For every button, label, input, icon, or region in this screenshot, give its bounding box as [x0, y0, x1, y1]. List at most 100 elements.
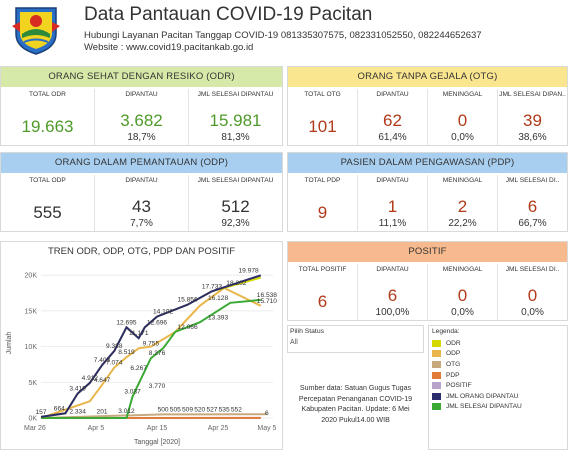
odp-selesai-value: 512 — [221, 197, 250, 216]
pdp-meninggal-value: 2 — [457, 197, 468, 216]
otg-total-value: 101 — [308, 117, 337, 136]
data-label: 3.037 — [124, 388, 141, 395]
data-label: 520 — [194, 406, 205, 413]
positif-dipantau-value: 6 — [387, 286, 398, 305]
filter-label: Pilih Status — [290, 328, 325, 335]
data-label: 17.733 — [202, 283, 223, 290]
data-label: 3.770 — [149, 383, 166, 390]
data-label: 500 — [158, 406, 169, 413]
trend-chart[interactable]: 0K 5K 10K 15K 20K Mar 26 Apr 5 Apr 15 Apr 25 May … — [1, 260, 282, 449]
legend-item[interactable]: OTG — [432, 359, 522, 370]
data-label: 9.388 — [106, 343, 123, 350]
legend-swatch — [432, 339, 441, 347]
positif-meninggal-pct: 0,0% — [451, 307, 474, 318]
legend-label: JML SELESAI DIPANTAU — [446, 403, 522, 411]
pdp-col-total: TOTAL PDP — [288, 175, 358, 187]
data-label: 14.192 — [153, 309, 174, 316]
x-tick-label: Apr 25 — [208, 425, 229, 432]
data-label: 527 — [206, 406, 217, 413]
data-label: 15.856 — [177, 297, 198, 304]
positif-dipantau-pct: 100,0% — [375, 307, 410, 318]
odr-col-selesai: JML SELESAI DIPANTAU — [197, 91, 274, 98]
legend-swatch — [432, 371, 441, 379]
data-label: 11.171 — [129, 330, 149, 337]
pdp-meninggal-pct: 22,2% — [448, 218, 477, 229]
website-text: Website : www.covid19.pacitankab.go.id — [84, 42, 254, 53]
positif-col-total: TOTAL POSITIF — [288, 264, 358, 276]
data-label: 4.912 — [82, 375, 99, 382]
positif-col-selesai: JML SELESAI DI.. — [505, 266, 560, 273]
data-label: 7.074 — [106, 359, 123, 366]
otg-col-dipantau: DIPANTAU — [358, 89, 428, 101]
positif-title: POSITIF — [288, 242, 567, 262]
data-label: 8.376 — [149, 350, 166, 357]
series-line — [41, 298, 261, 419]
data-label: 13.393 — [208, 314, 229, 321]
odp-col-total: TOTAL ODP — [1, 175, 95, 187]
odp-dipantau-pct: 7,7% — [130, 218, 153, 229]
data-label: 535 — [219, 406, 230, 413]
otg-dipantau-pct: 61,4% — [378, 132, 407, 143]
legend-list: ODR ODP OTG PDP POSITIF JML ORANG DIPANTAU JML… — [432, 338, 522, 412]
x-tick-label: Mar 26 — [24, 425, 46, 432]
odr-dipantau-pct: 18,7% — [127, 132, 156, 143]
data-label: 505 — [170, 406, 181, 413]
otg-meninggal-value: 0 — [457, 111, 468, 130]
otg-col-total: TOTAL OTG — [288, 89, 358, 101]
data-label: 509 — [182, 406, 193, 413]
legend-item[interactable]: ODR — [432, 338, 522, 349]
odp-total-value: 555 — [33, 203, 62, 222]
data-label: 19.978 — [238, 267, 259, 274]
series-line — [40, 274, 262, 418]
odr-total-value: 19.663 — [21, 117, 74, 136]
header: Data Pantauan COVID-19 Pacitan Hubungi L… — [0, 0, 568, 60]
legend-label: ODP — [446, 350, 461, 358]
hotline-text: Hubungi Layanan Pacitan Tanggap COVID-19… — [84, 30, 482, 41]
legend-item[interactable]: POSITIF — [432, 380, 522, 391]
legend-label: OTG — [446, 360, 461, 368]
chart-title: TREN ODR, ODP, OTG, PDP DAN POSITIF — [47, 246, 236, 257]
odr-panel: ORANG SEHAT DENGAN RESIKO (ODR) TOTAL OD… — [0, 66, 283, 146]
status-filter[interactable]: Pilih Status All — [287, 325, 424, 353]
x-tick-label: May 5 — [257, 425, 276, 432]
otg-selesai-value: 39 — [523, 111, 542, 130]
odr-col-dipantau: DIPANTAU — [95, 89, 189, 101]
legend-label: ODR — [446, 339, 461, 347]
y-tick-label: 0K — [28, 416, 37, 423]
legend-swatch — [432, 360, 441, 368]
data-label: 15.710 — [257, 298, 278, 305]
odp-dipantau-value: 43 — [132, 197, 151, 216]
pacitan-logo — [12, 7, 60, 55]
legend-item[interactable]: ODP — [432, 349, 522, 360]
pdp-title: PASIEN DALAM PENGAWASAN (PDP) — [288, 153, 567, 173]
x-axis-label: Tanggal [2020] — [134, 439, 180, 446]
page-title: Data Pantauan COVID-19 Pacitan — [84, 4, 373, 25]
filter-value[interactable]: All — [290, 339, 298, 346]
positif-selesai-pct: 0,0% — [521, 307, 544, 318]
legend-swatch — [432, 350, 441, 358]
legend-label: POSITIF — [446, 382, 472, 390]
data-label: 6 — [265, 410, 269, 417]
legend-item[interactable]: JML SELESAI DIPANTAU — [432, 402, 522, 413]
odr-selesai-value: 15.981 — [209, 111, 262, 130]
legend-swatch — [432, 403, 441, 411]
odr-title: ORANG SEHAT DENGAN RESIKO (ODR) — [1, 67, 282, 87]
otg-panel: ORANG TANPA GEJALA (OTG) TOTAL OTG DIPAN… — [287, 66, 568, 146]
data-label: 664 — [54, 405, 65, 412]
data-label: 9.755 — [143, 340, 160, 347]
odp-title: ORANG DALAM PEMANTAUAN (ODP) — [1, 153, 282, 173]
data-label: 3.419 — [69, 386, 86, 393]
data-label: 6.267 — [130, 365, 147, 372]
pdp-panel: PASIEN DALAM PENGAWASAN (PDP) TOTAL PDP … — [287, 152, 568, 232]
data-label: 7.403 — [94, 357, 111, 364]
legend-item[interactable]: PDP — [432, 370, 522, 381]
pdp-selesai-value: 6 — [527, 197, 538, 216]
pdp-col-selesai: JML SELESAI DI.. — [505, 177, 560, 184]
otg-meninggal-pct: 0,0% — [451, 132, 474, 143]
data-label: 12.695 — [116, 319, 137, 326]
legend-label: JML ORANG DIPANTAU — [446, 392, 519, 400]
positif-col-meninggal: MENINGGAL — [428, 264, 498, 276]
y-tick-label: 15K — [25, 308, 38, 315]
legend-item[interactable]: JML ORANG DIPANTAU — [432, 391, 522, 402]
odr-dipantau-value: 3.682 — [120, 111, 163, 130]
